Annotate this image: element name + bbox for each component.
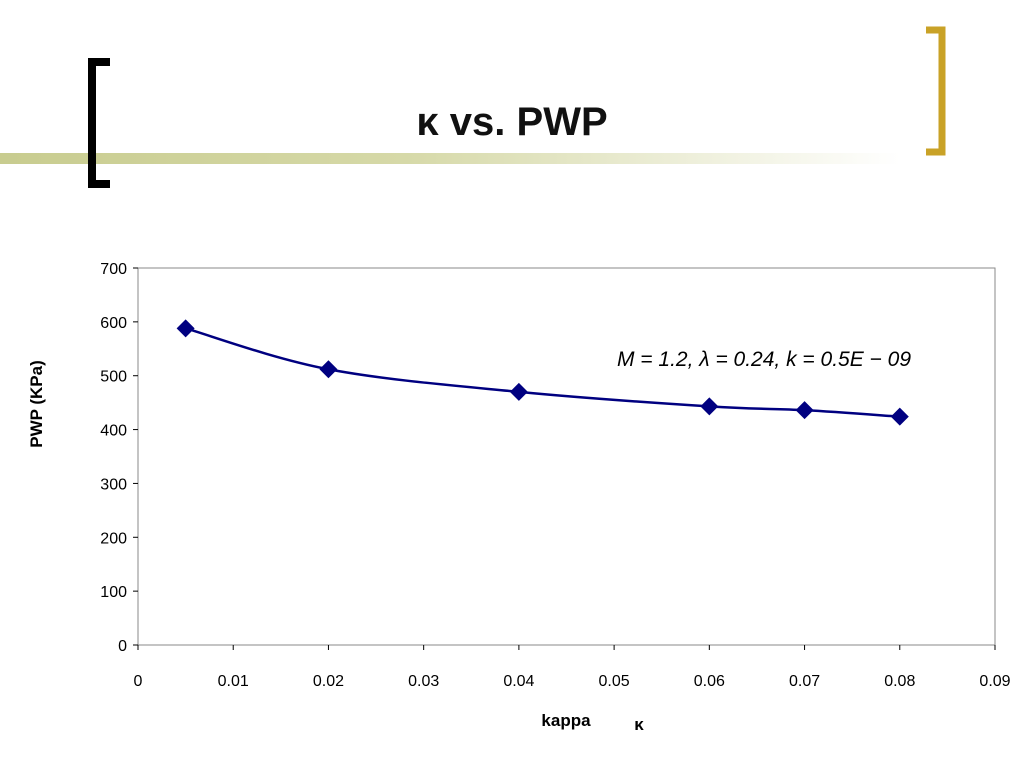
x-axis: 0 0.01 0.02 0.03 0.04 0.05 0.06 0.07 0.08 0.09 (134, 645, 1011, 690)
y-tick-label: 500 (100, 369, 127, 386)
series-markers (176, 319, 909, 426)
x-axis-symbol: κ (634, 715, 644, 734)
x-tick-label: 0.04 (503, 673, 534, 690)
y-axis: 0 100 200 300 400 500 600 700 (100, 261, 138, 655)
slide-title: κ vs. PWP (416, 100, 608, 144)
y-tick-label: 200 (100, 530, 127, 547)
y-tick-label: 700 (100, 261, 127, 278)
x-tick-label: 0.01 (218, 673, 249, 690)
data-point (176, 319, 195, 338)
x-axis-label: kappa (541, 711, 591, 730)
data-point (795, 401, 814, 420)
data-point (890, 407, 909, 426)
data-point (700, 397, 719, 416)
title-band (0, 153, 900, 164)
x-tick-label: 0.08 (884, 673, 915, 690)
x-tick-label: 0.09 (979, 673, 1010, 690)
y-tick-label: 400 (100, 423, 127, 440)
x-tick-label: 0.06 (694, 673, 725, 690)
x-tick-label: 0.02 (313, 673, 344, 690)
data-point (509, 382, 528, 401)
data-point (319, 360, 338, 379)
plot-area (137, 267, 996, 646)
left-bracket (88, 58, 110, 188)
y-tick-label: 0 (118, 638, 127, 655)
annotation-formula: M = 1.2, λ = 0.24, k = 0.5E − 09 (617, 348, 911, 371)
y-tick-label: 300 (100, 476, 127, 493)
y-tick-label: 600 (100, 315, 127, 332)
x-tick-label: 0 (134, 673, 143, 690)
x-tick-label: 0.05 (599, 673, 630, 690)
y-tick-label: 100 (100, 584, 127, 601)
right-bracket (926, 26, 946, 156)
x-tick-label: 0.03 (408, 673, 439, 690)
y-axis-label: PWP (KPa) (27, 360, 46, 448)
x-tick-label: 0.07 (789, 673, 820, 690)
